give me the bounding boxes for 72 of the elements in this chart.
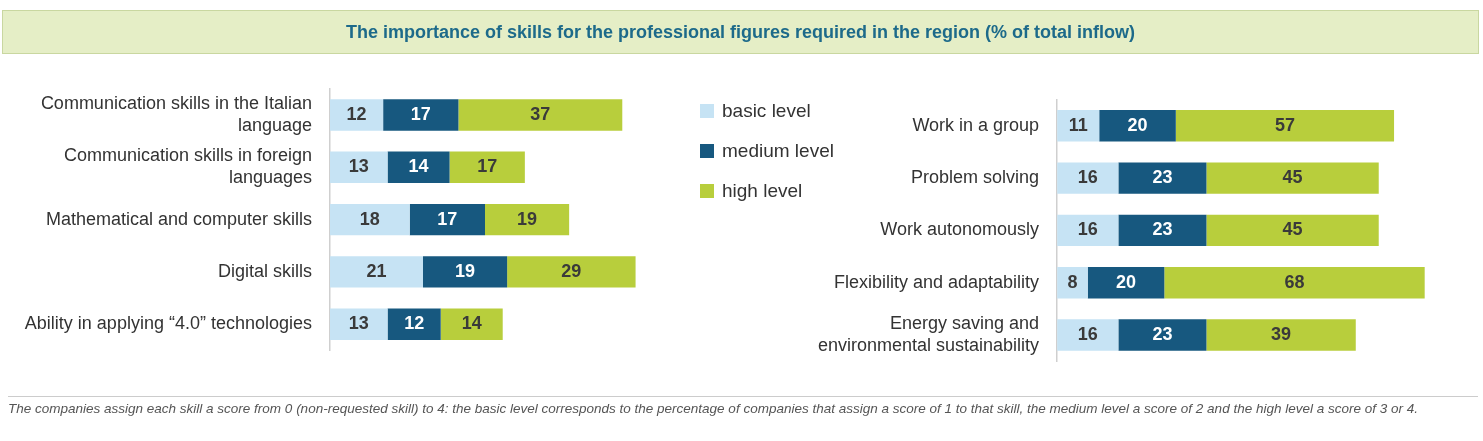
data-label: 21 xyxy=(366,260,387,281)
bar xyxy=(387,151,450,183)
data-label: 17 xyxy=(477,156,498,177)
legend-label: high level xyxy=(722,180,803,202)
data-label: 18 xyxy=(359,208,380,229)
y-tick-label: Work in a group xyxy=(912,114,1040,135)
bar xyxy=(1087,267,1165,299)
bar xyxy=(1099,110,1176,142)
data-label: 20 xyxy=(1116,271,1137,292)
bar xyxy=(387,308,441,340)
bar xyxy=(1206,319,1356,351)
data-label: 13 xyxy=(348,313,369,334)
y-tick-label: Mathematical and computer skills xyxy=(45,208,312,229)
y-tick-label: Communication skills in the Italian language xyxy=(40,93,312,135)
bar xyxy=(330,99,384,131)
bar xyxy=(1175,110,1395,142)
bar xyxy=(449,151,525,183)
bar xyxy=(423,256,508,288)
data-label: 39 xyxy=(1271,324,1292,345)
bar xyxy=(330,256,423,288)
bar xyxy=(1206,214,1379,247)
data-label: 13 xyxy=(348,156,369,177)
bar xyxy=(507,256,636,288)
bar xyxy=(485,203,570,236)
data-label: 20 xyxy=(1127,114,1148,135)
bar xyxy=(1118,319,1207,351)
data-label: 23 xyxy=(1152,324,1173,345)
y-tick-label: Communication skills in foreign languages xyxy=(63,145,312,188)
data-label: 11 xyxy=(1068,114,1088,135)
bar xyxy=(330,203,410,236)
y-tick-label: Ability in applying “4.0” technologies xyxy=(24,313,312,334)
bar xyxy=(1164,267,1425,299)
data-label: 12 xyxy=(346,103,367,124)
bar xyxy=(1118,214,1207,247)
legend-label: basic level xyxy=(722,100,811,122)
data-label: 45 xyxy=(1282,167,1303,188)
data-label: 23 xyxy=(1152,167,1173,188)
bar xyxy=(330,151,388,183)
legend-label: medium level xyxy=(722,140,834,162)
y-tick-label: Work autonomously xyxy=(880,219,1040,240)
data-label: 14 xyxy=(461,313,482,334)
data-label: 45 xyxy=(1282,219,1303,240)
data-label: 8 xyxy=(1067,271,1078,292)
bar xyxy=(383,99,459,131)
data-label: 16 xyxy=(1077,167,1098,188)
data-label: 19 xyxy=(517,208,538,229)
data-label: 29 xyxy=(561,260,582,281)
data-label: 14 xyxy=(408,156,429,177)
data-label: 16 xyxy=(1077,219,1098,240)
data-label: 23 xyxy=(1152,219,1173,240)
bar xyxy=(1206,162,1379,194)
data-label: 68 xyxy=(1284,271,1305,292)
data-label: 19 xyxy=(455,260,476,281)
bar xyxy=(458,99,623,131)
bar xyxy=(409,203,485,236)
y-tick-label: Energy saving and environmental sustainability xyxy=(817,313,1040,355)
bar xyxy=(440,308,503,340)
data-label: 12 xyxy=(404,313,425,334)
text: The companies assign each skill a score from 0 (non-requested skill) to 4: the basic level corresponds to the percentage of companies that assign a score of 1 to that skill, the medium level a score of 2 and the high level a score of 3 or 4. xyxy=(8,396,1478,419)
bar xyxy=(330,308,388,340)
y-tick-label: Digital skills xyxy=(217,260,312,281)
data-label: 17 xyxy=(410,103,431,124)
bar xyxy=(1118,162,1207,194)
data-label: 16 xyxy=(1077,324,1098,345)
y-tick-label: Problem solving xyxy=(911,167,1040,188)
data-label: 37 xyxy=(530,103,551,124)
bar xyxy=(1057,319,1119,351)
data-label: 17 xyxy=(437,208,458,229)
bar xyxy=(1057,162,1119,194)
text: The importance of skills for the professional figures required in the region (% of total inflow) xyxy=(2,10,1479,54)
data-label: 57 xyxy=(1274,114,1295,135)
y-tick-label: Flexibility and adaptability xyxy=(833,271,1040,292)
